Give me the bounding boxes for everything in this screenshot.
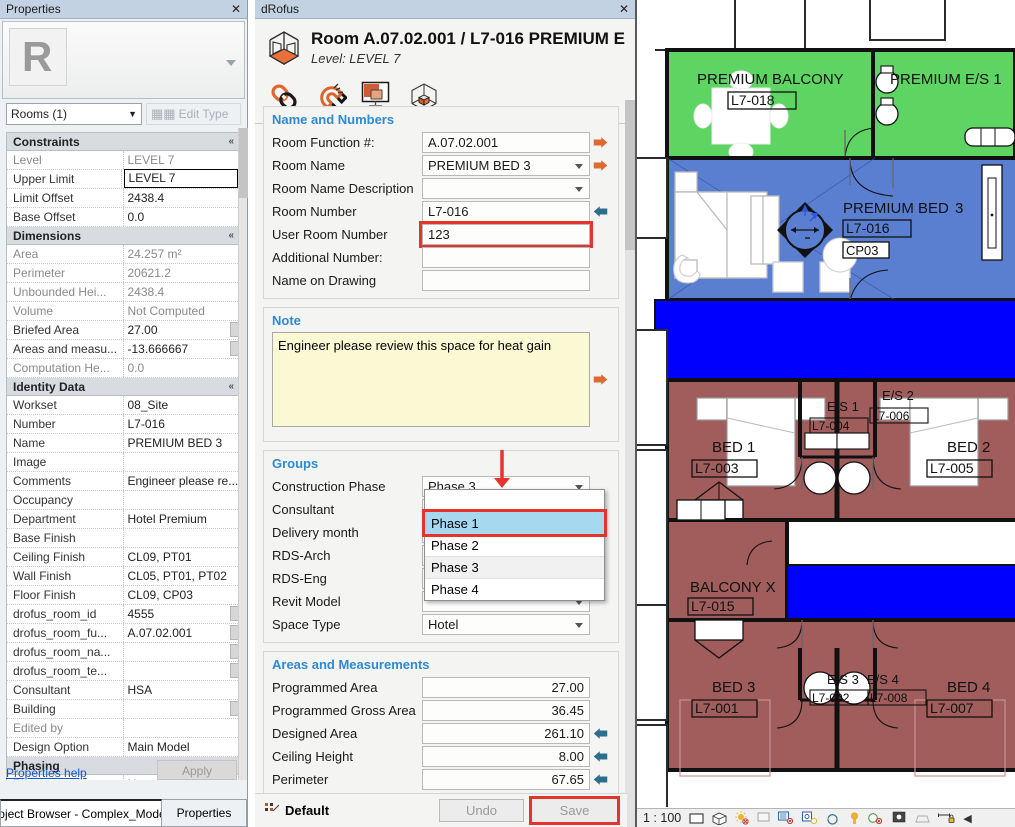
svg-text:L7-006: L7-006 bbox=[872, 409, 910, 423]
svg-text:E/S 1: E/S 1 bbox=[827, 399, 859, 414]
svg-text:L7-002: L7-002 bbox=[812, 691, 850, 705]
svg-text:L7-007: L7-007 bbox=[930, 700, 974, 716]
svg-text:E/S 3: E/S 3 bbox=[827, 672, 859, 687]
svg-text:L7-015: L7-015 bbox=[691, 598, 735, 614]
svg-text:PREMIUM E/S 1: PREMIUM E/S 1 bbox=[890, 71, 1002, 88]
svg-text:E/S 2: E/S 2 bbox=[882, 388, 914, 403]
svg-text:L7-001: L7-001 bbox=[695, 700, 739, 716]
svg-text:CP03: CP03 bbox=[846, 243, 879, 258]
svg-text:PREMIUM BED: PREMIUM BED bbox=[843, 200, 949, 217]
svg-text:L7-016: L7-016 bbox=[846, 220, 890, 236]
svg-text:L7-004: L7-004 bbox=[812, 419, 850, 433]
svg-text:3: 3 bbox=[955, 200, 963, 217]
svg-text:L7-008: L7-008 bbox=[870, 691, 908, 705]
svg-text:PREMIUM BALCONY: PREMIUM BALCONY bbox=[697, 71, 844, 88]
svg-text:L7-005: L7-005 bbox=[930, 460, 974, 476]
svg-text:L7-018: L7-018 bbox=[731, 92, 775, 108]
svg-text:BED 4: BED 4 bbox=[947, 679, 990, 696]
svg-text:BED 3: BED 3 bbox=[712, 679, 755, 696]
svg-text:E/S 4: E/S 4 bbox=[867, 672, 899, 687]
svg-text:R: R bbox=[22, 33, 52, 80]
svg-text:L7-003: L7-003 bbox=[695, 460, 739, 476]
svg-text:BED 2: BED 2 bbox=[947, 439, 990, 456]
svg-text:BED 1: BED 1 bbox=[712, 439, 755, 456]
svg-text:BALCONY X: BALCONY X bbox=[690, 579, 776, 596]
